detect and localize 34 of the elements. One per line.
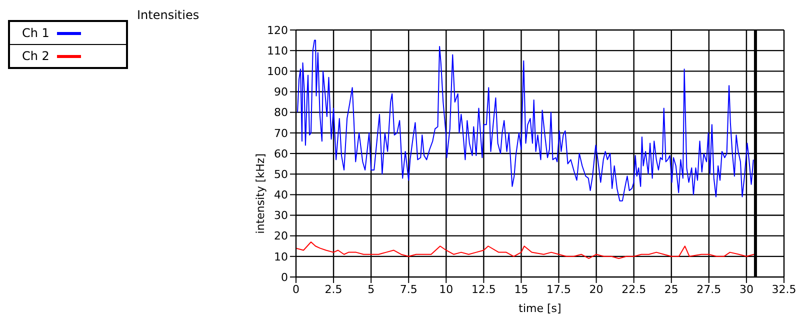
x-tick-label: 5: [368, 282, 375, 296]
y-tick-label: 30: [274, 209, 288, 222]
y-tick-label: 120: [267, 24, 288, 37]
x-tick-label: 10: [439, 282, 454, 296]
x-axis-title: time [s]: [518, 302, 562, 315]
x-tick-label: 27.5: [696, 282, 722, 296]
y-tick-label: 20: [274, 230, 288, 243]
x-tick-label: 22.5: [622, 282, 646, 296]
legend-label: Ch 2: [21, 49, 50, 63]
x-tick-label: 17.5: [546, 282, 572, 296]
x-tick-label: 2.5: [324, 282, 342, 296]
text: Intensities: [137, 8, 200, 22]
y-tick-label: 70: [274, 126, 288, 140]
legend-label: Ch 1: [21, 26, 50, 40]
x-tick-label: 20: [589, 282, 604, 296]
y-tick-label: 50: [274, 168, 288, 181]
y-tick-label: 80: [274, 106, 288, 120]
line-series: [297, 40, 754, 202]
y-tick-label: 60: [274, 147, 288, 160]
x-tick-label: 15: [514, 282, 528, 296]
y-tick-label: 0: [281, 270, 288, 284]
x-tick-label: 0: [292, 282, 300, 296]
x-tick-label: 30: [739, 282, 754, 296]
y-tick-label: 40: [274, 188, 288, 202]
x-tick-label: 12.5: [471, 282, 496, 296]
y-axis-title: intensity [kHz]: [254, 154, 267, 234]
y-tick-label: 90: [274, 86, 288, 99]
x-tick-label: 7.5: [400, 282, 418, 296]
x-tick-label: 32.5: [772, 282, 796, 296]
y-tick-label: 100: [267, 65, 288, 78]
line-series: [296, 242, 754, 259]
x-tick-label: 25: [664, 282, 678, 296]
y-tick-label: 110: [267, 44, 288, 58]
y-tick-label: 10: [274, 250, 288, 264]
